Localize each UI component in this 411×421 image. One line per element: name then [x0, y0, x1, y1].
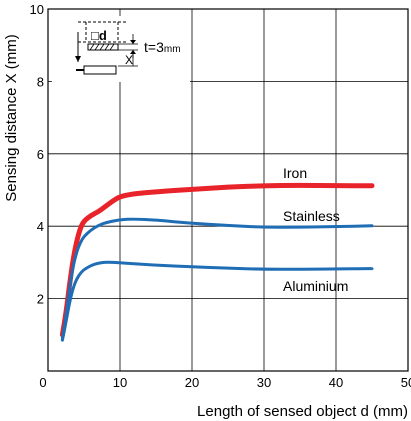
series-label-aluminium: Aluminium	[283, 278, 348, 294]
inset-arrowhead	[130, 40, 136, 44]
y-tick-label: 8	[37, 74, 44, 89]
inset-arrowhead	[75, 56, 81, 62]
series-line-aluminium	[60, 260, 374, 342]
inset-schematic: □d t=3mm X	[75, 21, 181, 75]
y-axis-title: Sensing distance X (mm)	[3, 34, 20, 202]
inset-thickness-label: t=3mm	[144, 39, 181, 55]
inset-background	[52, 16, 190, 82]
series-label-stainless: Stainless	[283, 208, 340, 224]
y-tick-label: 4	[37, 219, 44, 234]
x-tick-label: 0	[39, 375, 46, 390]
x-tick-label: 50	[401, 375, 411, 390]
inset-square-d-label: □d	[91, 28, 107, 43]
inset-hatch	[94, 43, 100, 51]
inset-x-label: X	[125, 53, 133, 67]
inset-hatch	[99, 43, 105, 51]
series-layer	[59, 182, 375, 342]
inset-hatch	[89, 43, 95, 51]
x-tick-label: 30	[257, 375, 271, 390]
tick-labels: 0 10 20 30 40 50 2 4 6 8 10	[30, 2, 411, 390]
series-label-iron: Iron	[283, 165, 307, 181]
inset-hatch	[109, 43, 115, 51]
series-line-stainless	[60, 217, 374, 340]
x-axis-title: Length of sensed object d (mm)	[197, 403, 408, 420]
inset-target-plate	[87, 43, 119, 51]
y-tick-label: 2	[37, 292, 44, 307]
x-tick-label: 10	[113, 375, 127, 390]
y-tick-label: 6	[37, 147, 44, 162]
inset-sensor-body	[83, 65, 117, 75]
inset-hatch	[104, 43, 110, 51]
plot-frame	[47, 8, 409, 372]
y-tick-label: 10	[30, 2, 44, 17]
x-tick-label: 20	[185, 375, 199, 390]
x-tick-label: 40	[329, 375, 343, 390]
